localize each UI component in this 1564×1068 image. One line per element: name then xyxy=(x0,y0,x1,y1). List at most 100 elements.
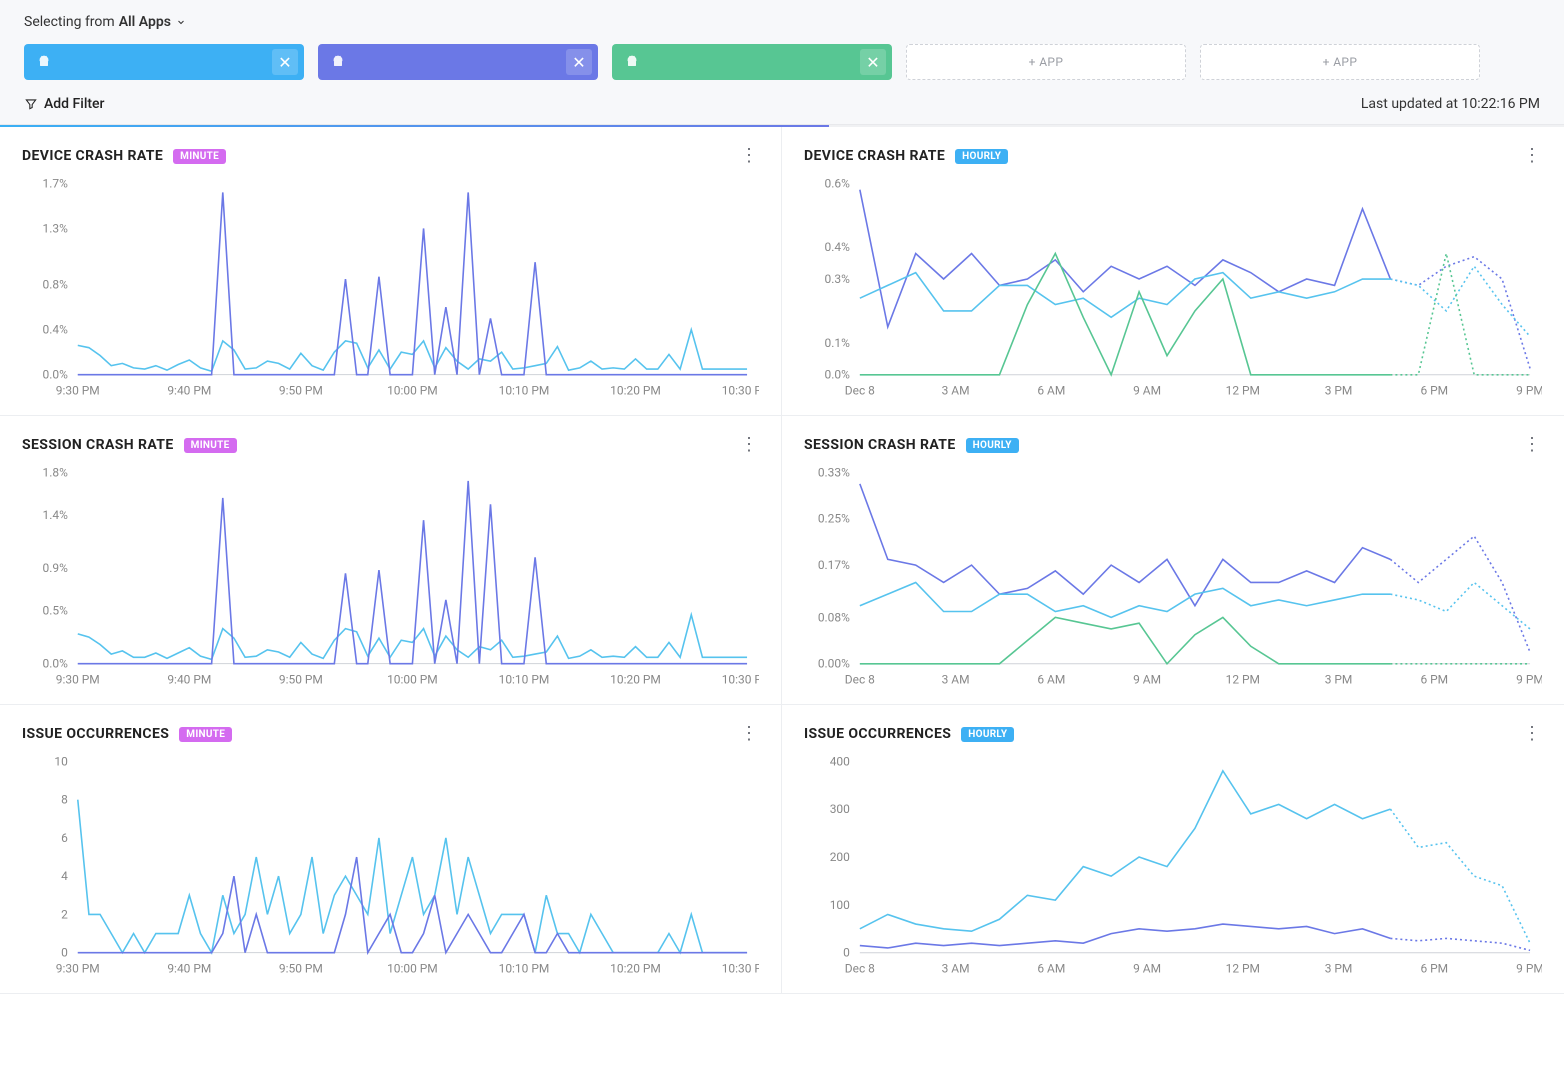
svg-text:9 AM: 9 AM xyxy=(1133,384,1161,398)
add-filter-label: Add Filter xyxy=(44,96,105,112)
chart-tile: DEVICE CRASH RATE MINUTE ⋮0.0%0.4%0.8%1.… xyxy=(0,127,782,416)
svg-text:3 AM: 3 AM xyxy=(942,673,970,687)
svg-text:2: 2 xyxy=(61,907,68,921)
chart: 0.00%0.08%0.17%0.25%0.33%Dec 83 AM6 AM9 … xyxy=(804,462,1542,692)
svg-text:10:30 PM: 10:30 PM xyxy=(722,673,759,687)
svg-text:9 PM: 9 PM xyxy=(1516,384,1542,398)
series-line xyxy=(78,192,747,374)
tile-title: ISSUE OCCURRENCES xyxy=(22,726,169,742)
tile-title: SESSION CRASH RATE xyxy=(22,437,174,453)
svg-text:10:10 PM: 10:10 PM xyxy=(499,962,550,976)
tile-menu-button[interactable]: ⋮ xyxy=(1522,436,1542,454)
svg-text:6 AM: 6 AM xyxy=(1037,384,1065,398)
add-app-button[interactable]: + APP xyxy=(906,44,1186,80)
selecting-prefix: Selecting from xyxy=(24,14,115,30)
svg-text:0.25%: 0.25% xyxy=(818,512,850,526)
svg-text:0.00%: 0.00% xyxy=(818,657,850,671)
svg-text:10:30 PM: 10:30 PM xyxy=(722,962,759,976)
chart-tile: ISSUE OCCURRENCES HOURLY ⋮ 0100200300400D… xyxy=(782,705,1564,994)
app-chip[interactable]: ✕ xyxy=(318,44,598,80)
add-app-button[interactable]: + APP xyxy=(1200,44,1480,80)
series-line-projected xyxy=(1390,257,1530,369)
svg-text:9 AM: 9 AM xyxy=(1133,673,1161,687)
svg-text:1.7%: 1.7% xyxy=(43,176,69,190)
tile-menu-button[interactable]: ⋮ xyxy=(1522,725,1542,743)
series-line xyxy=(78,857,747,953)
svg-text:1.3%: 1.3% xyxy=(43,221,69,235)
filter-icon xyxy=(24,97,38,111)
svg-text:10:20 PM: 10:20 PM xyxy=(610,962,661,976)
tile-title: ISSUE OCCURRENCES xyxy=(804,726,951,742)
granularity-badge: HOURLY xyxy=(955,149,1008,164)
series-line xyxy=(78,615,747,660)
svg-text:6 PM: 6 PM xyxy=(1420,673,1448,687)
svg-text:9:30 PM: 9:30 PM xyxy=(56,673,100,687)
svg-text:10:00 PM: 10:00 PM xyxy=(387,673,438,687)
app-chip[interactable]: ✕ xyxy=(24,44,304,80)
add-filter-button[interactable]: Add Filter xyxy=(24,96,105,112)
tile-menu-button[interactable]: ⋮ xyxy=(739,725,759,743)
svg-text:9 PM: 9 PM xyxy=(1516,962,1542,976)
granularity-badge: HOURLY xyxy=(961,727,1014,742)
svg-text:10: 10 xyxy=(54,754,68,768)
series-line-projected xyxy=(1390,582,1530,628)
app-selector[interactable]: Selecting from All Apps xyxy=(24,14,1540,30)
app-chip[interactable]: ✕ xyxy=(612,44,892,80)
svg-text:10:20 PM: 10:20 PM xyxy=(610,384,661,398)
series-line xyxy=(860,253,1391,374)
svg-text:0.0%: 0.0% xyxy=(43,368,69,382)
svg-text:0: 0 xyxy=(61,946,68,960)
svg-text:10:20 PM: 10:20 PM xyxy=(610,673,661,687)
chip-close-button[interactable]: ✕ xyxy=(272,49,298,75)
svg-text:9:50 PM: 9:50 PM xyxy=(279,384,323,398)
svg-text:3 PM: 3 PM xyxy=(1325,962,1353,976)
chip-close-button[interactable]: ✕ xyxy=(566,49,592,75)
svg-text:6 PM: 6 PM xyxy=(1420,384,1448,398)
svg-text:3 PM: 3 PM xyxy=(1325,673,1353,687)
tile-menu-button[interactable]: ⋮ xyxy=(739,436,759,454)
svg-text:6 PM: 6 PM xyxy=(1420,962,1448,976)
svg-text:9:40 PM: 9:40 PM xyxy=(167,962,211,976)
svg-text:9 AM: 9 AM xyxy=(1133,962,1161,976)
android-icon xyxy=(36,54,52,70)
series-line-projected xyxy=(1390,536,1530,652)
svg-text:6: 6 xyxy=(61,831,68,845)
tile-menu-button[interactable]: ⋮ xyxy=(739,147,759,165)
svg-text:0.9%: 0.9% xyxy=(43,561,69,575)
svg-text:6 AM: 6 AM xyxy=(1037,673,1065,687)
chart-tile: SESSION CRASH RATE MINUTE ⋮0.0%0.5%0.9%1… xyxy=(0,416,782,705)
series-line xyxy=(860,617,1391,663)
granularity-badge: MINUTE xyxy=(184,438,237,453)
chart: 0100200300400Dec 83 AM6 AM9 AM12 PM3 PM6… xyxy=(804,751,1542,981)
svg-text:1.4%: 1.4% xyxy=(43,508,69,522)
android-icon xyxy=(624,54,640,70)
chart: 0.0%0.4%0.8%1.3%1.7%9:30 PM9:40 PM9:50 P… xyxy=(22,173,759,403)
svg-text:8: 8 xyxy=(61,793,68,807)
chart: 02468109:30 PM9:40 PM9:50 PM10:00 PM10:1… xyxy=(22,751,759,981)
svg-text:300: 300 xyxy=(830,802,850,816)
svg-text:9:30 PM: 9:30 PM xyxy=(56,962,100,976)
svg-text:Dec 8: Dec 8 xyxy=(845,962,875,976)
svg-text:3 PM: 3 PM xyxy=(1325,384,1353,398)
chart: 0.0%0.1%0.3%0.4%0.6%Dec 83 AM6 AM9 AM12 … xyxy=(804,173,1542,403)
tile-title: DEVICE CRASH RATE xyxy=(804,148,945,164)
series-line xyxy=(78,481,747,664)
series-line-projected xyxy=(1390,938,1530,950)
svg-text:0.4%: 0.4% xyxy=(43,323,69,337)
granularity-badge: MINUTE xyxy=(179,727,232,742)
chip-close-button[interactable]: ✕ xyxy=(860,49,886,75)
series-line xyxy=(78,800,747,953)
svg-text:4: 4 xyxy=(61,869,68,883)
tile-menu-button[interactable]: ⋮ xyxy=(1522,147,1542,165)
chart-tile: DEVICE CRASH RATE HOURLY ⋮0.0%0.1%0.3%0.… xyxy=(782,127,1564,416)
granularity-badge: MINUTE xyxy=(173,149,226,164)
svg-text:Dec 8: Dec 8 xyxy=(845,673,875,687)
svg-text:0.5%: 0.5% xyxy=(43,604,69,618)
svg-text:0.0%: 0.0% xyxy=(825,368,851,382)
svg-text:0.4%: 0.4% xyxy=(825,240,851,254)
charts-grid: DEVICE CRASH RATE MINUTE ⋮0.0%0.4%0.8%1.… xyxy=(0,127,1564,994)
chart-tile: ISSUE OCCURRENCES MINUTE ⋮ 0 2 4 6 8 10 9:30 PM… xyxy=(0,705,782,994)
svg-text:0.33%: 0.33% xyxy=(818,465,850,479)
svg-text:9:50 PM: 9:50 PM xyxy=(279,673,323,687)
svg-text:3 AM: 3 AM xyxy=(942,384,970,398)
